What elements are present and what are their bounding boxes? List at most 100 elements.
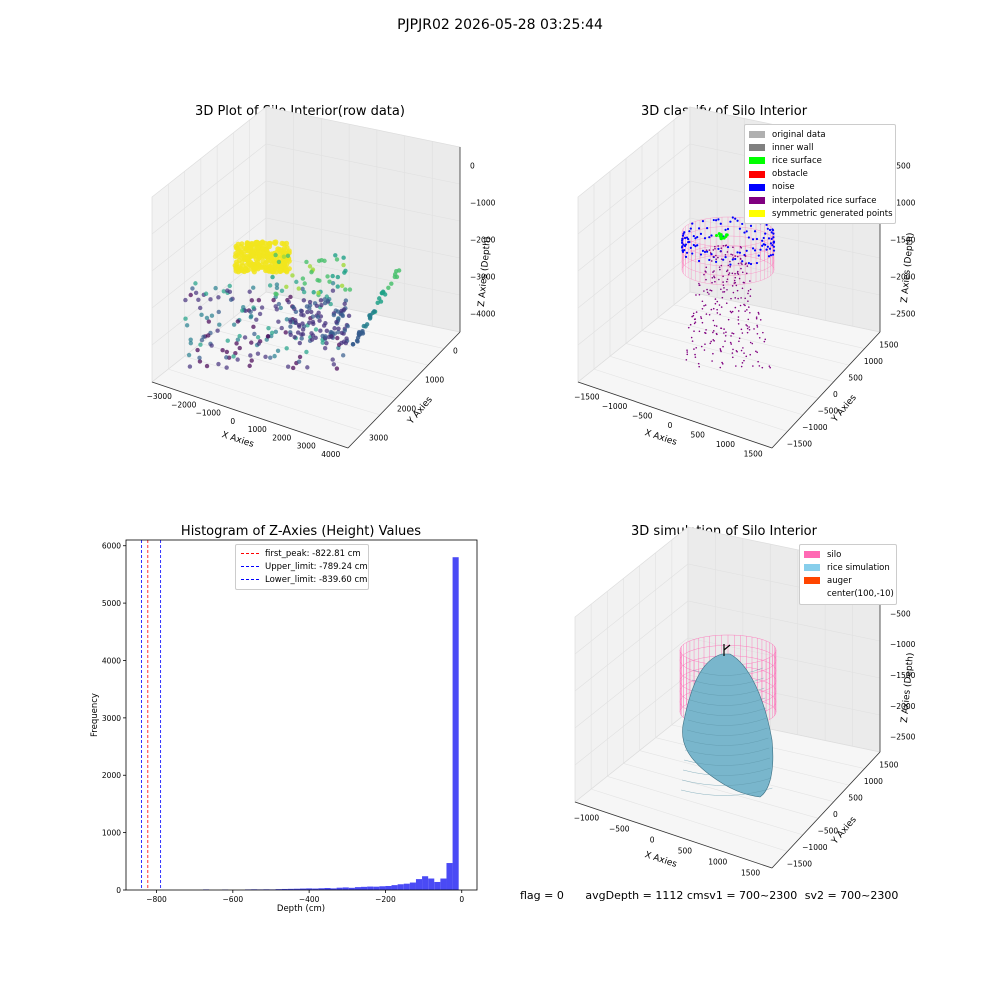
noise-point [683, 236, 687, 240]
noise-point [726, 245, 730, 249]
data-point [284, 346, 289, 351]
data-point [251, 305, 256, 310]
noise-point [703, 237, 707, 240]
interpolated-point [715, 254, 717, 257]
data-point [334, 257, 340, 262]
axes-box [151, 106, 461, 449]
data-point [268, 355, 273, 360]
y-tick-label: 1000 [864, 777, 883, 786]
data-point [285, 253, 291, 258]
grid-line [577, 217, 881, 309]
interpolated-point [731, 356, 734, 359]
interpolated-point [731, 310, 734, 313]
silo-wire-cylinder [681, 216, 775, 286]
data-point [330, 357, 335, 362]
interpolated-point [705, 313, 708, 315]
data-point [329, 334, 334, 339]
histogram-bar [385, 885, 392, 890]
interpolated-point [703, 305, 705, 307]
noise-point [747, 262, 750, 265]
x-tick-label: −1000 [574, 814, 600, 823]
interpolated-point [730, 297, 732, 300]
interpolated-point [724, 244, 727, 247]
data-point [290, 365, 296, 371]
surface-contour [684, 747, 770, 756]
surface-contour [689, 697, 766, 706]
interpolated-point [758, 365, 761, 367]
interpolated-point [713, 270, 715, 272]
z-tick-label: −2500 [890, 310, 916, 319]
x-tick-label: 1000 [708, 858, 727, 867]
legend-item: rice simulation [804, 561, 892, 574]
z-tick-label: −2500 [890, 733, 916, 742]
interpolated-point [749, 288, 752, 291]
interpolated-point [744, 297, 747, 300]
legend-label: Upper_limit: -789.24 cm [265, 561, 368, 572]
interpolated-point [756, 324, 758, 327]
data-point [262, 240, 268, 246]
interpolated-point [705, 329, 707, 331]
panel3-title: Histogram of Z-Axies (Height) Values [180, 524, 422, 539]
interpolated-point [736, 270, 739, 273]
y-tick-label: 500 [848, 793, 863, 802]
data-point [183, 316, 188, 321]
histogram-bar [281, 888, 288, 890]
grid-line [577, 254, 881, 346]
grid-line [168, 368, 365, 432]
data-point [256, 255, 262, 261]
legend-item: center(100,-10) [804, 588, 894, 601]
z-tick-label: −1500 [890, 236, 916, 245]
noise-point [738, 227, 742, 230]
legend-label: obstacle [772, 169, 808, 180]
legend-label: center(100,-10) [827, 589, 894, 600]
grid-line [217, 330, 413, 383]
x-tick-label: −500 [609, 825, 630, 834]
interpolated-point [698, 293, 701, 296]
data-point [247, 252, 253, 259]
noise-point [766, 245, 769, 248]
data-point [199, 337, 205, 343]
data-point [195, 347, 200, 353]
interpolated-point [742, 347, 744, 349]
interpolated-point [720, 264, 723, 267]
plot-frame [125, 539, 478, 891]
data-point [255, 351, 261, 356]
data-point [372, 309, 377, 314]
noise-point [771, 229, 775, 232]
data-point [327, 279, 332, 284]
data-point [253, 239, 260, 245]
interpolated-point [716, 333, 718, 336]
data-point [307, 320, 312, 325]
interpolated-point [719, 366, 722, 369]
interpolated-point [724, 340, 726, 342]
x-axis-line [151, 381, 349, 449]
histogram-bar [422, 876, 429, 890]
histogram-bar [306, 888, 313, 890]
interpolated-point [726, 251, 729, 253]
interpolated-point [691, 315, 693, 318]
x-tick-label: 500 [678, 847, 693, 856]
interpolated-point [736, 289, 739, 292]
noise-point [697, 259, 701, 263]
data-point [296, 322, 302, 328]
interpolated-point [700, 317, 703, 320]
data-point [344, 336, 349, 341]
interpolated-point [763, 340, 766, 343]
noise-point [761, 244, 764, 247]
noise-point [769, 254, 773, 257]
interpolated-point [735, 349, 738, 352]
data-point [310, 319, 316, 325]
z-tick-label: −2000 [890, 702, 916, 711]
data-point [246, 261, 252, 267]
interpolated-point [749, 353, 752, 356]
noise-point [692, 243, 695, 247]
interpolated-point [693, 348, 695, 350]
histogram-bar [312, 888, 319, 890]
noise-point [772, 245, 776, 248]
interpolated-point [734, 255, 737, 257]
interpolated-point [740, 349, 743, 352]
data-point [281, 260, 287, 267]
interpolated-point [698, 282, 700, 285]
data-point [215, 328, 220, 333]
legend-swatch [749, 131, 765, 139]
